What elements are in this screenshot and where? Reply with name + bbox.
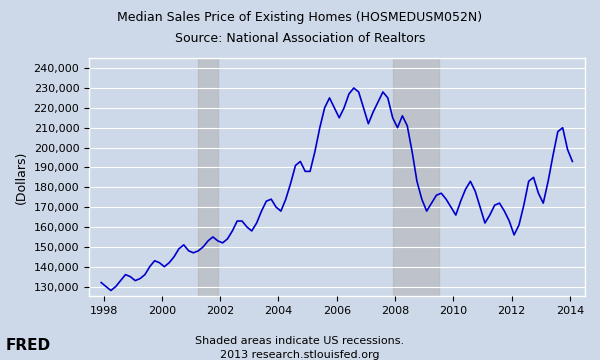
Bar: [199, 58, 218, 297]
Bar: [393, 58, 439, 297]
Y-axis label: (Dollars): (Dollars): [15, 150, 28, 204]
Text: Shaded areas indicate US recessions.: Shaded areas indicate US recessions.: [196, 336, 404, 346]
Text: Source: National Association of Realtors: Source: National Association of Realtors: [175, 32, 425, 45]
Text: FRED: FRED: [6, 338, 51, 353]
Text: Median Sales Price of Existing Homes (HOSMEDUSM052N): Median Sales Price of Existing Homes (HO…: [118, 11, 482, 24]
Text: 2013 research.stlouisfed.org: 2013 research.stlouisfed.org: [220, 350, 380, 360]
